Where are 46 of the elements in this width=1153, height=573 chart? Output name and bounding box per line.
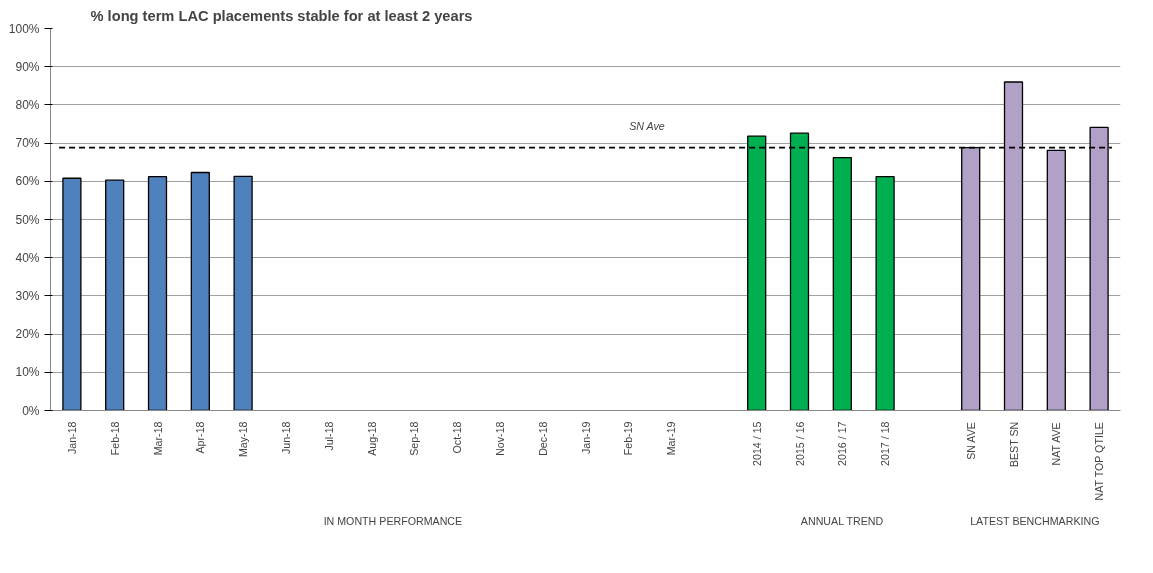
- x-tick-label: Jan-19: [579, 421, 592, 455]
- x-tick-label: 2017 / 18: [879, 421, 892, 466]
- y-tick-label: 90%: [15, 59, 40, 74]
- x-tick-label: Mar-19: [665, 421, 678, 456]
- x-tick-label: Nov-18: [493, 421, 506, 456]
- x-tick-label: May-18: [237, 421, 250, 458]
- x-tick-label: SN AVE: [964, 422, 977, 460]
- bar: [105, 179, 125, 411]
- y-tick-label: 0%: [22, 403, 40, 418]
- y-tick-label: 30%: [15, 288, 40, 303]
- ref-line-label: SN Ave: [629, 120, 665, 133]
- y-tick-label: 70%: [15, 136, 40, 151]
- bar: [62, 177, 82, 411]
- x-tick-label: Aug-18: [365, 421, 378, 456]
- x-tick-label: Apr-18: [194, 421, 207, 454]
- x-tick-label: Sep-18: [408, 421, 421, 456]
- x-tick-label: Mar-18: [151, 421, 164, 456]
- chart-title: % long term LAC placements stable for at least 2 years: [90, 7, 473, 24]
- x-tick-label: BEST SN: [1007, 421, 1020, 468]
- x-tick-label: Jun-18: [279, 421, 292, 455]
- y-tick-label: 80%: [15, 97, 40, 112]
- bar: [875, 176, 895, 411]
- y-tick-label: 50%: [15, 212, 40, 227]
- y-tick-label: 100%: [8, 21, 40, 36]
- x-tick-label: NAT AVE: [1050, 422, 1063, 466]
- x-tick-label: Jan-18: [65, 421, 78, 455]
- x-tick-label: Feb-19: [622, 421, 635, 456]
- text: LATEST BENCHMARKING: [970, 514, 1100, 527]
- bar: [190, 171, 210, 411]
- x-tick-label: NAT TOP QTILE: [1093, 422, 1106, 501]
- x-tick-label: Oct-18: [451, 421, 464, 454]
- bar: [832, 156, 852, 411]
- bar: [147, 176, 168, 411]
- x-tick-label: Jul-18: [322, 421, 335, 451]
- x-tick-label: Dec-18: [536, 421, 549, 456]
- y-tick-label: 40%: [15, 250, 40, 265]
- bar: [233, 175, 253, 411]
- x-tick-label: 2016 / 17: [836, 421, 849, 466]
- x-tick-label: 2014 / 15: [750, 421, 763, 466]
- y-tick-label: 10%: [15, 365, 40, 380]
- y-tick-label: 20%: [15, 327, 40, 342]
- text: ANNUAL TREND: [800, 514, 884, 527]
- y-tick-label: 60%: [15, 174, 40, 189]
- x-tick-label: 2015 / 16: [793, 421, 806, 466]
- text: IN MONTH PERFORMANCE: [323, 514, 463, 527]
- x-tick-label: Feb-18: [108, 421, 121, 456]
